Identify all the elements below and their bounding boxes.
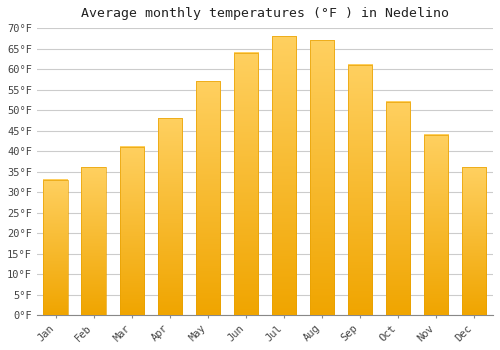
Bar [424,135,448,315]
Bar [462,167,486,315]
Title: Average monthly temperatures (°F ) in Nedelino: Average monthly temperatures (°F ) in Ne… [81,7,449,20]
Bar [82,167,106,315]
Bar [424,135,448,315]
Bar [272,36,296,315]
Bar [44,180,68,315]
Bar [386,102,410,315]
Bar [272,36,296,315]
Bar [120,147,144,315]
Bar [348,65,372,315]
Bar [82,167,106,315]
Bar [234,52,258,315]
Bar [158,118,182,315]
Bar [120,147,144,315]
Bar [310,40,334,315]
Bar [196,81,220,315]
Bar [44,180,68,315]
Bar [234,52,258,315]
Bar [462,167,486,315]
Bar [158,118,182,315]
Bar [310,40,334,315]
Bar [386,102,410,315]
Bar [196,81,220,315]
Bar [348,65,372,315]
